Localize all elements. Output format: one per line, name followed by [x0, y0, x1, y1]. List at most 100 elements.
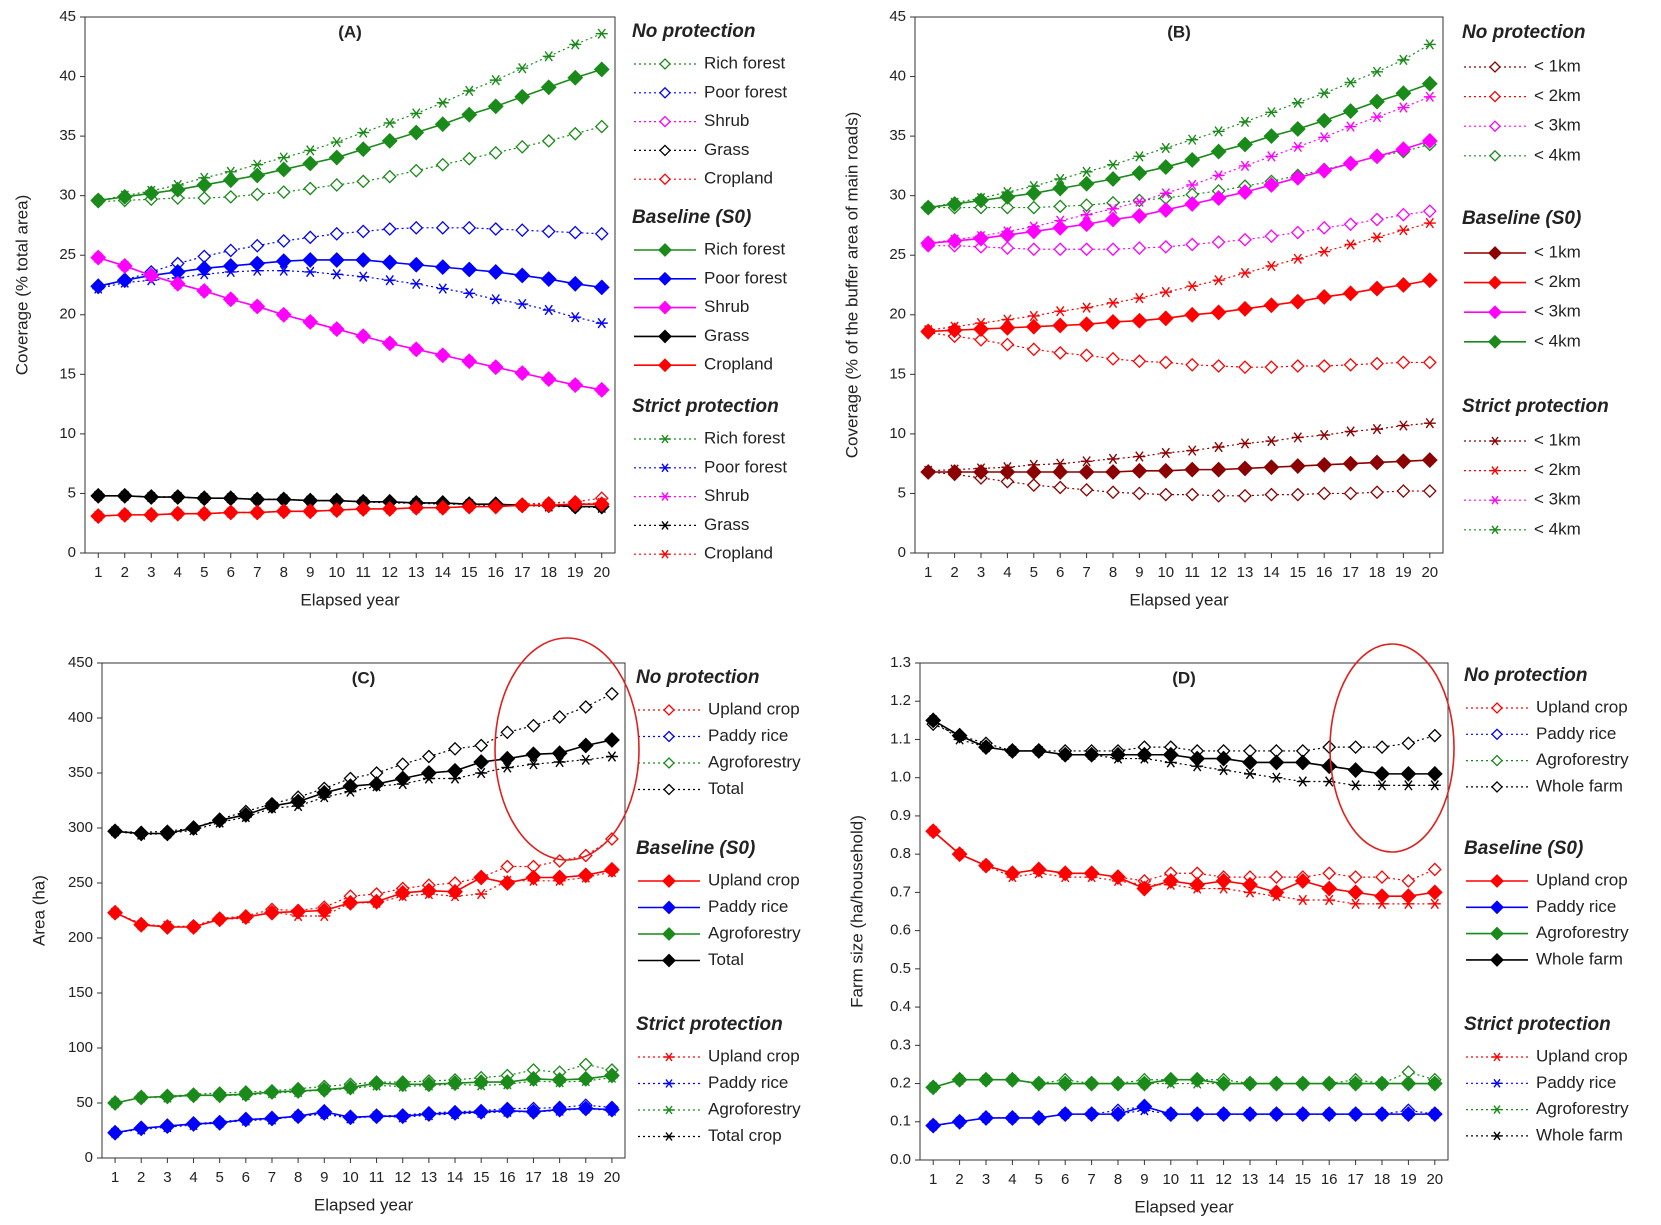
- data-point: [473, 1103, 490, 1120]
- x-tick-label: 2: [955, 1171, 963, 1188]
- legend-marker: [1488, 246, 1502, 260]
- legend-group-title: Strict protection: [636, 1014, 783, 1035]
- legend-marker: [1490, 436, 1500, 446]
- y-tick-label: 5: [898, 484, 906, 501]
- y-axis-label: Farm size (ha/household): [847, 815, 866, 1008]
- legend-marker: [1491, 702, 1503, 714]
- data-point: [1030, 1075, 1047, 1092]
- y-tick-label: 30: [59, 187, 76, 204]
- data-point: [1004, 1071, 1021, 1088]
- data-point: [143, 267, 160, 284]
- data-point: [355, 252, 372, 268]
- legend-marker: [659, 144, 671, 157]
- data-point: [196, 283, 213, 299]
- data-point: [1374, 888, 1390, 905]
- data-point: [304, 145, 317, 156]
- data-point: [1026, 200, 1041, 215]
- x-tick-label: 8: [280, 564, 288, 581]
- legend-marker: [1492, 1105, 1502, 1115]
- data-point: [342, 894, 359, 911]
- data-point: [1374, 765, 1390, 782]
- y-tick-label: 45: [59, 8, 76, 25]
- data-point: [1212, 275, 1225, 286]
- legend-label: Upland crop: [1536, 870, 1628, 889]
- data-point: [1369, 93, 1385, 110]
- data-point: [1322, 740, 1337, 755]
- x-tick-label: 1: [924, 564, 932, 581]
- data-point: [90, 249, 107, 266]
- data-point: [1263, 459, 1280, 476]
- legend-label: < 3km: [1534, 116, 1581, 135]
- data-point: [475, 767, 488, 779]
- legend-label: Poor forest: [704, 268, 787, 287]
- x-tick-label: 16: [1321, 1171, 1338, 1188]
- data-point: [1210, 461, 1227, 478]
- data-point: [1396, 484, 1411, 498]
- data-point: [515, 223, 530, 238]
- data-point: [577, 867, 594, 884]
- data-point: [1025, 318, 1042, 335]
- legend-label: Paddy rice: [1536, 1073, 1616, 1092]
- y-tick-label: 0.2: [890, 1075, 911, 1092]
- y-tick-label: 20: [889, 306, 906, 323]
- legend-label: Total: [708, 779, 744, 798]
- data-point: [169, 505, 186, 522]
- data-point: [978, 1110, 994, 1126]
- data-point: [973, 321, 989, 337]
- data-point: [951, 727, 968, 744]
- data-point: [1422, 484, 1437, 498]
- data-point: [1344, 239, 1357, 250]
- x-tick-label: 4: [1008, 1171, 1016, 1188]
- data-point: [1186, 179, 1199, 191]
- legend-label: Rich forest: [704, 239, 786, 258]
- x-tick-label: 12: [381, 564, 398, 581]
- data-point: [1162, 872, 1179, 889]
- data-point: [264, 1110, 280, 1127]
- data-point: [1080, 166, 1093, 178]
- data-point: [1158, 355, 1173, 370]
- data-point: [1184, 461, 1201, 478]
- legend-label: Whole farm: [1536, 1125, 1623, 1144]
- data-point: [553, 756, 566, 768]
- data-point: [356, 174, 371, 189]
- data-point: [1210, 304, 1227, 321]
- data-point: [551, 869, 568, 886]
- data-point: [1184, 196, 1201, 212]
- data-point: [540, 371, 557, 388]
- data-point: [1110, 869, 1126, 886]
- y-tick-label: 0: [898, 544, 906, 561]
- data-point: [1318, 246, 1331, 257]
- data-point: [920, 464, 937, 480]
- x-tick-label: 13: [421, 1169, 438, 1186]
- x-tick-label: 3: [163, 1169, 171, 1186]
- data-point: [1296, 776, 1309, 787]
- data-point: [1184, 306, 1201, 323]
- data-point: [1322, 866, 1337, 881]
- y-tick-label: 0.8: [890, 845, 911, 862]
- data-point: [249, 298, 266, 315]
- data-point: [276, 185, 291, 200]
- data-point: [516, 62, 529, 74]
- data-point: [434, 499, 451, 516]
- data-point: [1290, 359, 1305, 373]
- data-point: [1215, 1106, 1232, 1123]
- legend-marker: [664, 1105, 674, 1115]
- x-tick-label: 19: [1400, 1171, 1417, 1188]
- data-point: [1136, 1098, 1153, 1115]
- data-point: [488, 222, 503, 236]
- data-point: [1133, 451, 1146, 462]
- y-tick-label: 0: [85, 1149, 93, 1166]
- legend-label: Upland crop: [708, 1046, 800, 1065]
- data-point: [185, 919, 202, 935]
- series-line: [928, 222, 1430, 331]
- data-point: [116, 487, 133, 504]
- legend-marker: [662, 953, 676, 968]
- data-point: [1079, 198, 1094, 213]
- data-point: [302, 503, 319, 520]
- data-point: [1157, 202, 1174, 218]
- data-point: [1186, 280, 1199, 292]
- y-tick-label: 35: [889, 127, 906, 144]
- x-tick-label: 18: [1374, 1171, 1391, 1188]
- data-point: [1054, 305, 1067, 317]
- data-point: [1107, 203, 1119, 214]
